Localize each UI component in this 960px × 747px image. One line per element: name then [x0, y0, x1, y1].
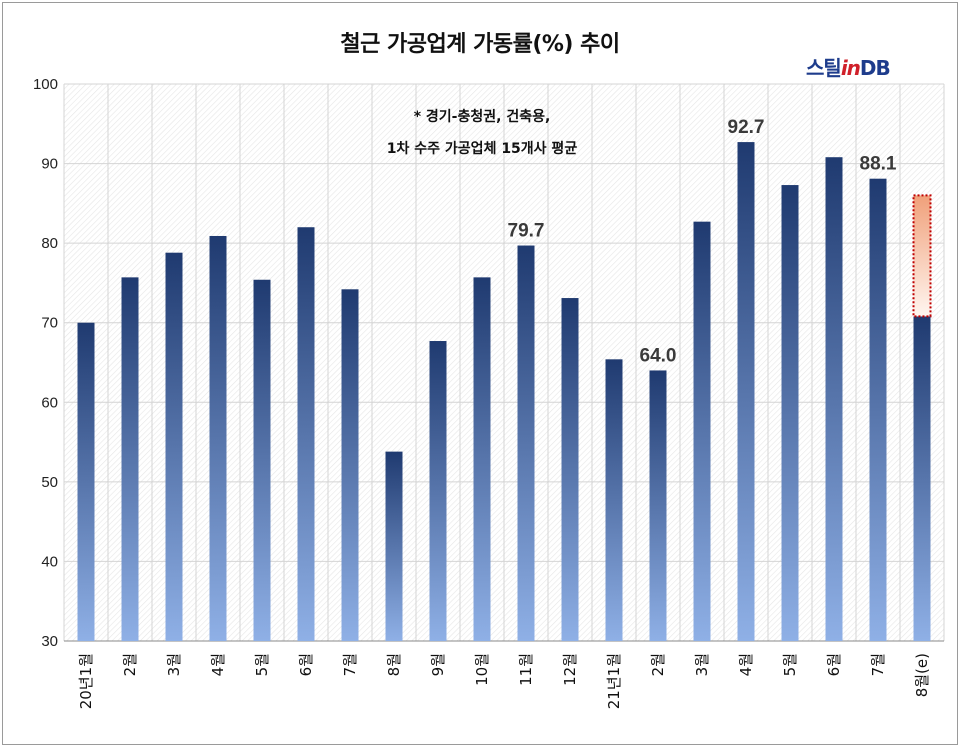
x-tick-label: 21년1월: [605, 653, 623, 709]
bar: [517, 245, 535, 641]
x-tick-label: 7월: [341, 653, 359, 676]
x-tick-label: 8월(e): [913, 653, 931, 697]
y-tick-label: 70: [41, 315, 58, 332]
x-tick-label: 5월: [253, 653, 271, 676]
bar: [561, 298, 579, 641]
bar: [869, 178, 887, 641]
bar: [429, 341, 447, 641]
y-tick-label: 30: [41, 633, 58, 650]
x-tick-label: 3월: [165, 653, 183, 676]
x-tick-label: 11월: [517, 653, 535, 686]
chart-note-line-2: 1차 수주 가공업체 15개사 평균: [387, 140, 578, 157]
bar: [121, 277, 139, 641]
x-tick-label: 2월: [121, 653, 139, 676]
bar: [605, 359, 623, 641]
x-tick-label: 9월: [429, 653, 447, 676]
x-tick-label: 6월: [825, 653, 843, 676]
x-tick-label: 2월: [649, 653, 667, 676]
x-tick-label: 20년1월: [77, 653, 95, 709]
data-label: 88.1: [860, 154, 897, 175]
chart-note-line-1: * 경기-충청권, 건축용,: [414, 108, 551, 125]
steelindb-logo: 스틸inDB: [806, 56, 891, 80]
bar: [77, 322, 95, 641]
bar: [737, 142, 755, 641]
x-tick-label: 3월: [693, 653, 711, 676]
x-tick-label: 6월: [297, 653, 315, 676]
bar: [385, 451, 403, 641]
bar: [693, 221, 711, 641]
bar: [253, 279, 271, 641]
chart-title: 철근 가공업계 가동률(%) 추이: [340, 32, 620, 57]
y-tick-label: 100: [33, 76, 58, 93]
x-tick-label: 12월: [561, 653, 579, 686]
bar: [209, 235, 227, 641]
data-label: 79.7: [508, 221, 545, 242]
bar: [825, 157, 843, 641]
bar: [297, 227, 315, 641]
y-tick-label: 60: [41, 394, 58, 411]
bar: [341, 289, 359, 641]
x-tick-label: 5월: [781, 653, 799, 676]
data-label: 64.0: [640, 345, 677, 366]
x-tick-label: 4월: [209, 653, 227, 676]
x-tick-label: 8월: [385, 653, 403, 676]
bar: [473, 277, 491, 641]
bar: [781, 185, 799, 641]
bar: [649, 370, 667, 641]
x-tick-label: 7월: [869, 653, 887, 676]
y-tick-label: 40: [41, 553, 58, 570]
bar: [913, 316, 931, 641]
estimate-range-box: [912, 194, 932, 318]
x-tick-label: 10월: [473, 653, 491, 686]
data-label: 92.7: [728, 117, 765, 138]
bar: [165, 252, 183, 642]
y-tick-label: 50: [41, 474, 58, 491]
y-tick-label: 80: [41, 235, 58, 252]
x-tick-label: 4월: [737, 653, 755, 676]
y-tick-label: 90: [41, 156, 58, 173]
